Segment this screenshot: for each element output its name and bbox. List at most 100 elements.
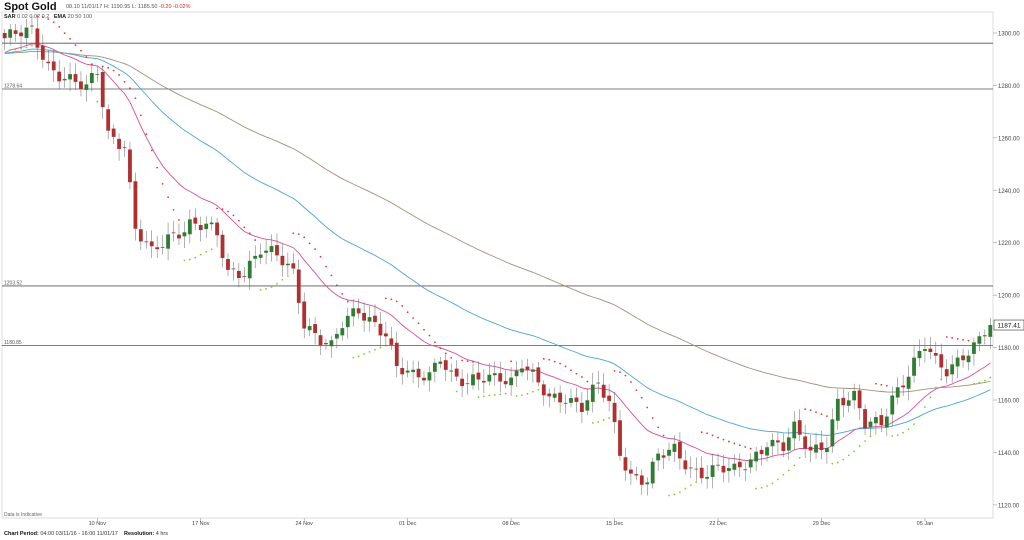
candle-body <box>596 382 601 384</box>
sar-dot <box>951 337 954 339</box>
sar-dot <box>395 300 398 303</box>
candle-body <box>901 385 906 388</box>
indicator-sar-params: 0.02 0.02 0.2 <box>17 14 50 20</box>
candle-body <box>68 74 72 80</box>
sar-dot <box>286 275 289 277</box>
candle-body <box>727 468 731 472</box>
sar-dot <box>771 482 774 485</box>
y-tick-label: 1300.00 <box>998 31 1020 37</box>
sar-dot <box>292 232 295 235</box>
sar-dot <box>836 461 839 464</box>
candle-body <box>144 241 149 243</box>
candle-body <box>667 449 671 456</box>
horizontal-level-label: 1278.64 <box>4 83 22 89</box>
candle-body <box>737 461 742 468</box>
sar-dot <box>134 97 137 100</box>
sar-dot <box>80 49 82 52</box>
candle-body <box>389 338 394 345</box>
sar-dot <box>183 259 186 262</box>
quote-change: -0.20 -0.02% <box>158 4 191 10</box>
candle-body <box>955 357 960 367</box>
quote-summary: 08.10 11/01/17 H: 1190.95 L: 1185.50 -0.… <box>66 4 190 10</box>
sar-dot <box>548 358 551 361</box>
candle-body <box>928 348 933 353</box>
sar-dot <box>515 395 518 397</box>
x-tick-label: 01 Dec <box>399 521 417 527</box>
candle-body <box>509 377 514 386</box>
sar-dot <box>570 369 572 372</box>
sar-dot <box>216 207 218 210</box>
candle-body <box>351 308 356 317</box>
sar-dot <box>967 339 970 342</box>
sar-dot <box>842 458 845 461</box>
sar-dot <box>145 133 148 136</box>
candle-body <box>198 225 203 231</box>
candle-body <box>732 463 737 470</box>
candle-body <box>291 263 296 269</box>
x-tick-label: 24 Nov <box>295 521 313 527</box>
candle-body <box>247 260 252 279</box>
sar-dot <box>885 384 888 387</box>
sar-dot <box>270 286 273 288</box>
sar-dot <box>575 372 578 375</box>
candle-body <box>558 392 563 403</box>
candle-body <box>607 395 612 401</box>
candle-body <box>972 342 976 354</box>
sar-dot <box>237 219 240 222</box>
candle-body <box>939 354 944 368</box>
sar-dot <box>646 406 649 409</box>
sar-dot <box>755 487 758 490</box>
candle-body <box>694 468 699 470</box>
sar-dot <box>847 454 850 457</box>
chart-period-value: 04:00 03/11/16 - 16:00 11/01/17 <box>40 531 118 537</box>
candle-body <box>585 400 590 411</box>
candle-body <box>19 32 23 37</box>
sar-dot <box>684 487 687 490</box>
sar-dot <box>591 422 594 424</box>
candle-body <box>852 390 857 401</box>
sar-dot <box>537 388 540 391</box>
candle-body <box>242 276 247 277</box>
sar-dot <box>706 432 709 435</box>
candle-body <box>748 459 753 468</box>
candle-body <box>977 336 982 344</box>
sar-dot <box>700 431 703 434</box>
sar-dot <box>619 371 621 374</box>
candle-body <box>378 323 383 336</box>
candle-body <box>449 370 454 372</box>
sar-dot <box>232 214 235 217</box>
candle-body <box>492 373 497 376</box>
candle-body <box>912 357 916 376</box>
candle-body <box>890 395 895 415</box>
candle-body <box>498 373 503 382</box>
candle-body <box>743 469 748 471</box>
candle-body <box>803 436 808 449</box>
sar-dot <box>640 396 643 399</box>
candle-body <box>302 301 307 329</box>
candle-body <box>781 442 786 451</box>
sar-dot <box>450 357 453 359</box>
candle-body <box>13 30 18 34</box>
candle-body <box>895 387 900 398</box>
indicator-legend: SAR 0.02 0.02 0.2 EMA 20 50 100 <box>4 14 92 20</box>
sar-dot <box>199 253 202 256</box>
candle-body <box>590 384 595 402</box>
sar-dot <box>52 21 55 24</box>
sar-dot <box>635 389 638 392</box>
sar-dot <box>221 208 224 211</box>
sar-dot <box>499 393 502 396</box>
sar-dot <box>112 69 115 72</box>
candle-body <box>187 219 192 235</box>
candle-body <box>634 474 639 476</box>
sar-dot <box>510 360 513 363</box>
sar-dot <box>657 426 660 429</box>
candle-body <box>765 447 769 456</box>
candle-body <box>846 400 851 406</box>
candle-body <box>324 343 328 345</box>
sar-dot <box>368 350 371 353</box>
sar-dot <box>139 114 142 117</box>
sar-dot <box>444 352 447 355</box>
sar-dot <box>172 208 175 211</box>
candle-body <box>770 439 775 447</box>
